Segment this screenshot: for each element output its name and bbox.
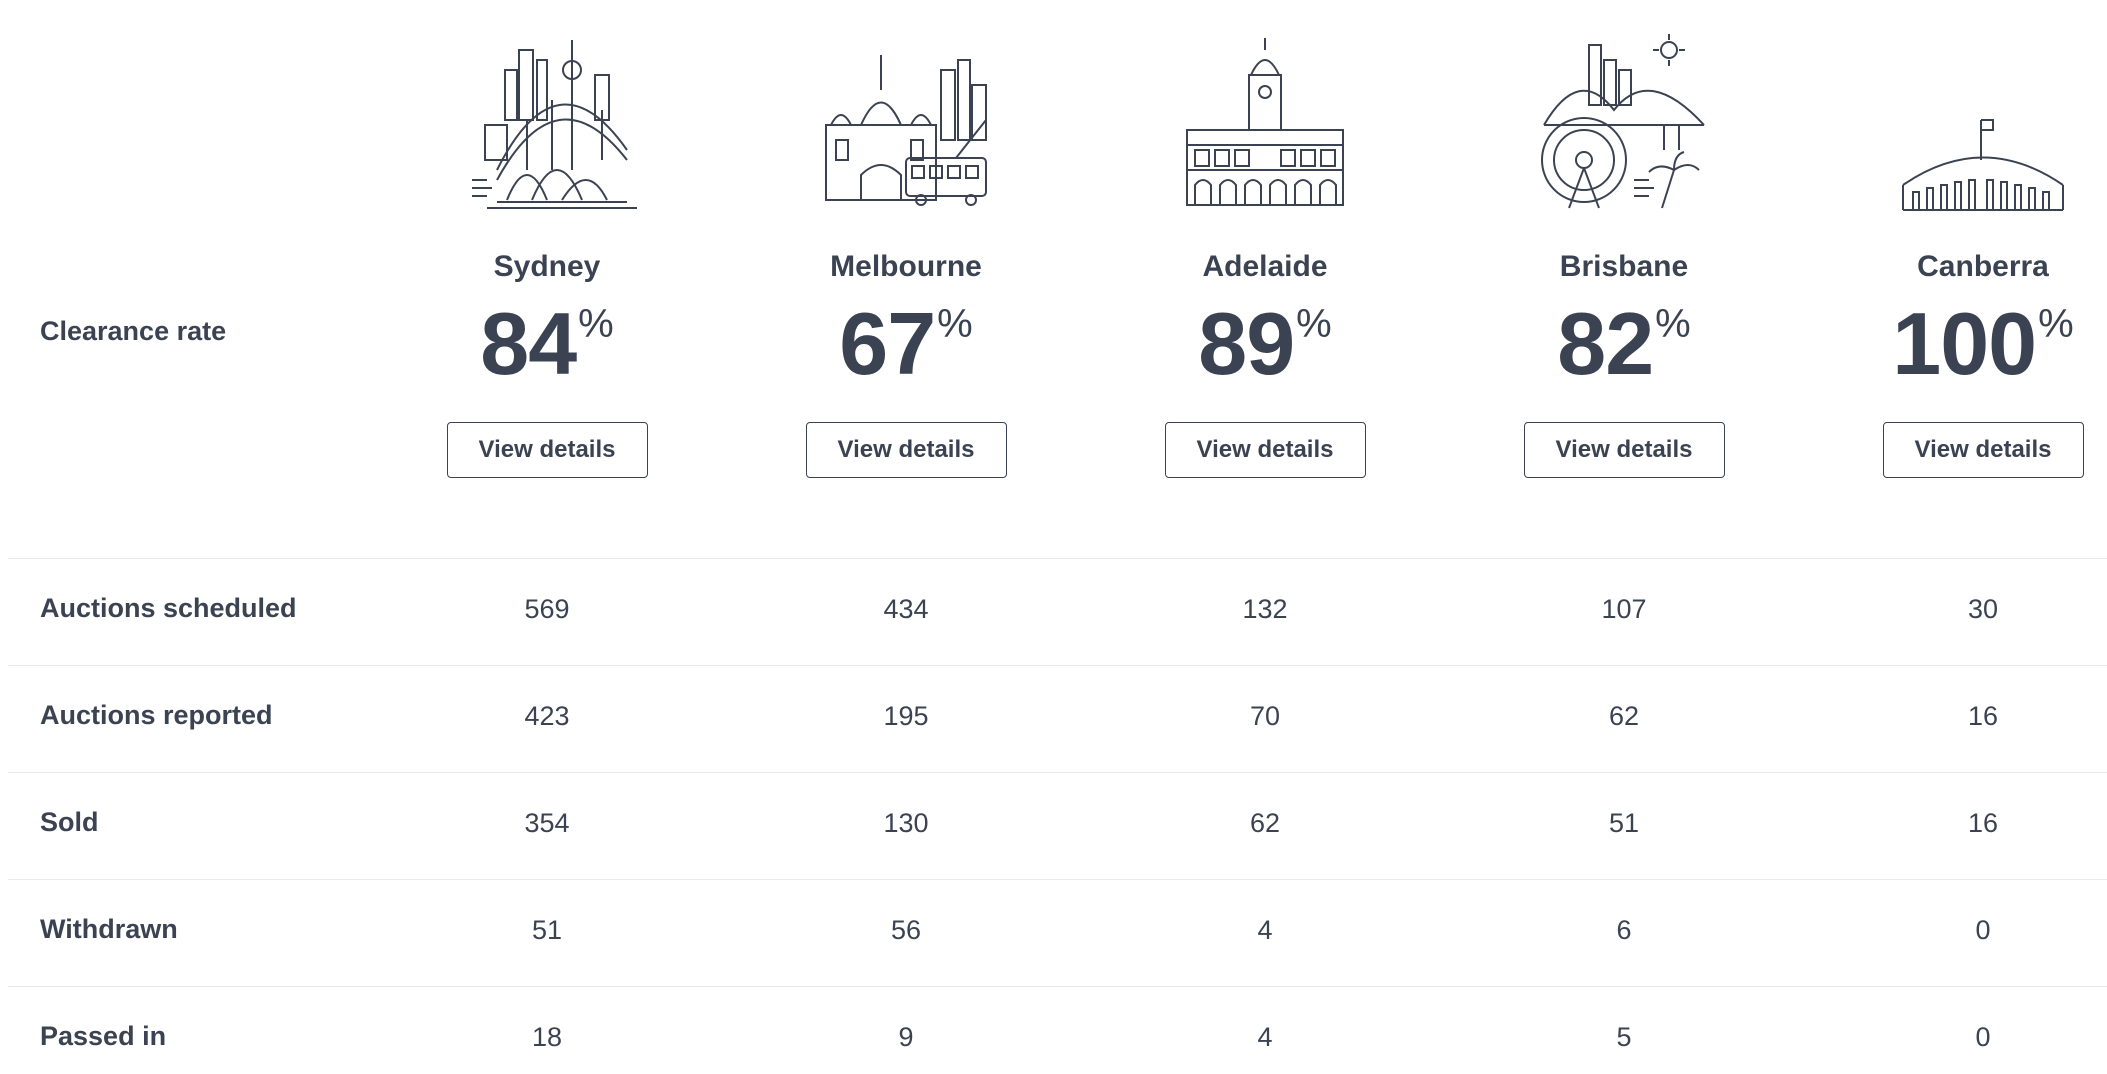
percent-sign: %	[1655, 302, 1691, 346]
table-cell: 107	[1601, 594, 1647, 624]
row-label: Passed in	[40, 1021, 167, 1051]
row-label: Auctions scheduled	[40, 593, 297, 623]
city-name: Melbourne	[830, 250, 982, 283]
clearance-rate-value: 67 %	[839, 296, 972, 392]
clearance-rate-value: 100 %	[1892, 296, 2073, 392]
rate-number: 67	[839, 294, 936, 393]
adelaide-townhall-icon	[1175, 30, 1355, 212]
table-cell: 16	[1967, 808, 1999, 838]
row-divider	[8, 558, 2107, 559]
auction-stats-table: Auctions scheduled 569 434 132 107 30 Au…	[0, 558, 2107, 1074]
clearance-rate-value: 82 %	[1557, 296, 1690, 392]
city-name: Canberra	[1917, 250, 2049, 283]
clearance-rate-value: 89 %	[1198, 296, 1331, 392]
sydney-skyline-icon	[457, 30, 637, 212]
percent-sign: %	[578, 302, 614, 346]
city-name: Brisbane	[1559, 250, 1689, 283]
clearance-rate-label: Clearance rate	[40, 316, 227, 346]
row-divider	[8, 772, 2107, 773]
table-cell: 30	[1967, 594, 1999, 624]
table-cell: 130	[883, 808, 929, 838]
view-details-button-brisbane[interactable]: View details	[1523, 422, 1725, 478]
table-row: Auctions scheduled 569 434 132 107 30	[0, 558, 2107, 665]
row-label: Sold	[40, 807, 99, 837]
city-column-sydney: Sydney 84 % View details	[367, 30, 727, 478]
percent-sign: %	[1296, 302, 1332, 346]
table-cell: 4	[1257, 915, 1273, 945]
row-divider	[8, 879, 2107, 880]
table-cell: 423	[524, 701, 570, 731]
city-column-adelaide: Adelaide 89 % View details	[1085, 30, 1445, 478]
city-column-canberra: Canberra 100 % View details	[1803, 30, 2107, 478]
view-details-button-sydney[interactable]: View details	[446, 422, 648, 478]
city-name: Adelaide	[1202, 250, 1328, 283]
rate-number: 100	[1892, 294, 2037, 393]
city-name: Sydney	[493, 250, 601, 283]
table-cell: 56	[890, 915, 922, 945]
table-row: Withdrawn 51 56 4 6 0	[0, 879, 2107, 986]
table-cell: 5	[1616, 1022, 1632, 1052]
row-label: Auctions reported	[40, 700, 273, 730]
city-column-melbourne: Melbourne 67 % View details	[726, 30, 1086, 478]
table-cell: 70	[1249, 701, 1281, 731]
table-cell: 354	[524, 808, 570, 838]
brisbane-skyline-icon	[1534, 30, 1714, 212]
table-row: Sold 354 130 62 51 16	[0, 772, 2107, 879]
city-column-brisbane: Brisbane 82 % View details	[1444, 30, 1804, 478]
percent-sign: %	[2038, 302, 2074, 346]
canberra-parliament-icon	[1893, 30, 2073, 212]
table-cell: 0	[1975, 915, 1991, 945]
view-details-button-melbourne[interactable]: View details	[805, 422, 1007, 478]
row-divider	[8, 986, 2107, 987]
table-row: Auctions reported 423 195 70 62 16	[0, 665, 2107, 772]
table-cell: 132	[1242, 594, 1288, 624]
table-cell: 62	[1608, 701, 1640, 731]
table-cell: 51	[531, 915, 563, 945]
clearance-rate-value: 84 %	[480, 296, 613, 392]
table-cell: 18	[531, 1022, 563, 1052]
table-cell: 195	[883, 701, 929, 731]
table-cell: 16	[1967, 701, 1999, 731]
table-cell: 0	[1975, 1022, 1991, 1052]
view-details-button-canberra[interactable]: View details	[1882, 422, 2084, 478]
table-cell: 4	[1257, 1022, 1273, 1052]
table-row: Passed in 18 9 4 5 0	[0, 986, 2107, 1074]
rate-number: 84	[480, 294, 577, 393]
table-cell: 6	[1616, 915, 1632, 945]
table-cell: 434	[883, 594, 929, 624]
table-cell: 62	[1249, 808, 1281, 838]
table-cell: 9	[898, 1022, 914, 1052]
table-cell: 51	[1608, 808, 1640, 838]
row-divider	[8, 665, 2107, 666]
percent-sign: %	[937, 302, 973, 346]
rate-number: 89	[1198, 294, 1295, 393]
melbourne-skyline-icon	[816, 30, 996, 212]
row-label: Withdrawn	[40, 914, 178, 944]
view-details-button-adelaide[interactable]: View details	[1164, 422, 1366, 478]
table-cell: 569	[524, 594, 570, 624]
rate-number: 82	[1557, 294, 1654, 393]
